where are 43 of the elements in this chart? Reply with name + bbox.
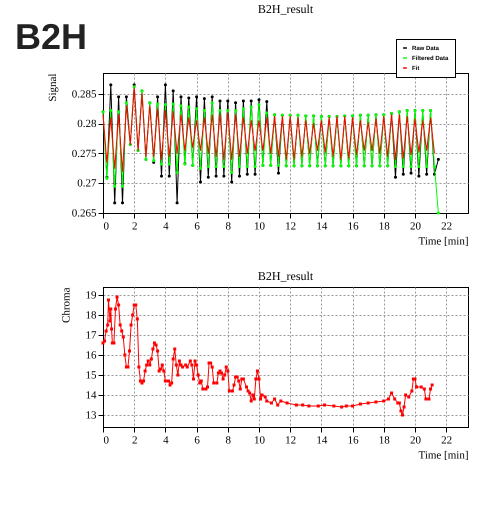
y-tick-label: 16 [86, 350, 97, 362]
x-tick-label: 4 [163, 434, 170, 446]
x-tick-label: 20 [410, 434, 422, 446]
x-tick-label: 12 [285, 220, 296, 232]
x-tick-label: 16 [348, 220, 360, 232]
y-tick-label: 0.285 [72, 88, 97, 100]
text: B2H [15, 16, 88, 57]
x-tick-label: 18 [378, 220, 390, 232]
x-tick-label: 10 [254, 434, 266, 446]
x-tick-label: 0 [104, 220, 110, 232]
x-tick-label: 0 [104, 434, 110, 446]
chart-title: B2H_result [258, 2, 314, 16]
y-tick-label: 14 [86, 390, 97, 402]
x-tick-label: 2 [132, 220, 138, 232]
x-tick-label: 14 [316, 434, 328, 446]
x-tick-label: 8 [226, 434, 232, 446]
y-tick-label: 19 [86, 290, 97, 302]
y-tick-label: 0.28 [77, 118, 97, 130]
x-tick-label: 6 [194, 434, 200, 446]
x-tick-label: 20 [410, 220, 422, 232]
x-tick-label: 18 [378, 434, 390, 446]
y-tick-label: 0.275 [72, 148, 97, 160]
y-tick-label: 17 [86, 330, 97, 342]
x-tick-label: 8 [226, 220, 232, 232]
x-tick-label: 22 [441, 220, 452, 232]
x-axis-title: Time [min] [418, 450, 468, 462]
x-tick-label: 16 [348, 434, 360, 446]
chart-title: B2H_result [258, 269, 314, 283]
x-axis-title: Time [min] [418, 236, 468, 248]
x-tick-label: 10 [254, 220, 266, 232]
x-tick-label: 4 [163, 220, 170, 232]
y-axis-title: Chroma [60, 287, 72, 323]
y-tick-label: 13 [86, 410, 97, 422]
y-tick-label: 0.265 [72, 208, 97, 220]
x-tick-label: 2 [132, 434, 138, 446]
x-tick-label: 14 [316, 220, 328, 232]
y-axis-title: Signal [46, 74, 59, 102]
x-tick-label: 12 [285, 434, 296, 446]
y-tick-label: 18 [86, 310, 97, 322]
x-tick-label: 22 [441, 434, 452, 446]
y-tick-label: 15 [86, 370, 97, 382]
x-tick-label: 6 [194, 220, 200, 232]
y-tick-label: 0.27 [77, 178, 97, 190]
